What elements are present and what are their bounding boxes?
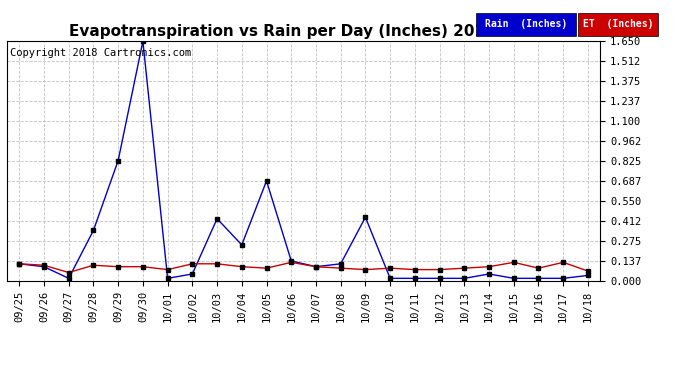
Text: Copyright 2018 Cartronics.com: Copyright 2018 Cartronics.com [10,48,191,58]
Text: Rain  (Inches): Rain (Inches) [485,20,567,29]
Text: ET  (Inches): ET (Inches) [582,20,653,29]
Title: Evapotranspiration vs Rain per Day (Inches) 20181019: Evapotranspiration vs Rain per Day (Inch… [69,24,538,39]
